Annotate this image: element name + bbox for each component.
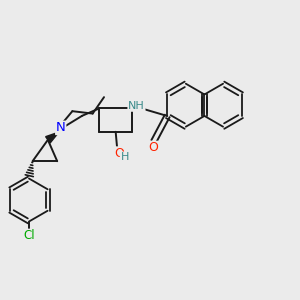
Text: NH: NH bbox=[128, 101, 145, 111]
Polygon shape bbox=[46, 132, 59, 143]
Text: N: N bbox=[56, 122, 66, 134]
Text: H: H bbox=[120, 152, 129, 162]
Text: O: O bbox=[115, 147, 124, 160]
Text: Cl: Cl bbox=[23, 230, 35, 242]
Text: O: O bbox=[148, 141, 158, 154]
